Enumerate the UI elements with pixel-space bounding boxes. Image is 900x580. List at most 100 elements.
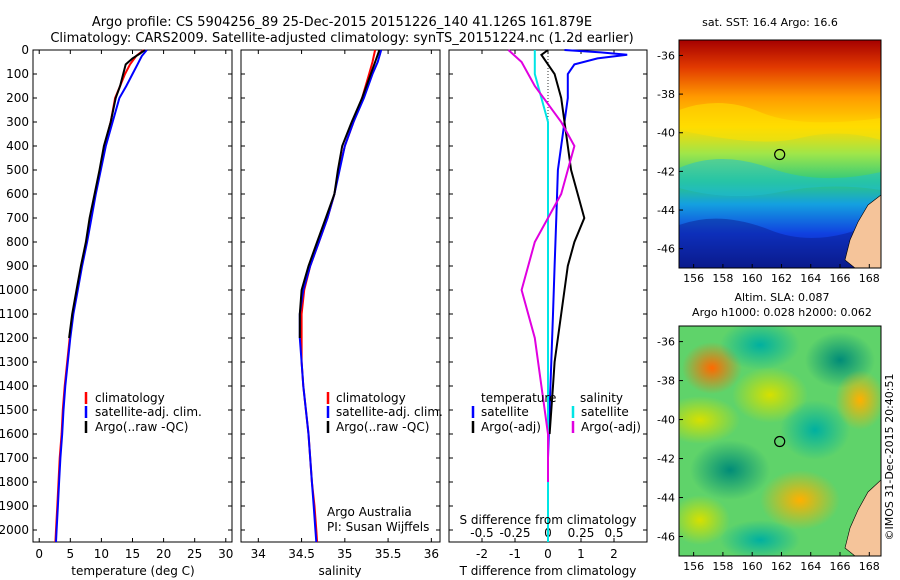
x-tick-label: 2 xyxy=(610,547,618,561)
sst-map-frame xyxy=(678,39,882,269)
map-x-tick-label: 156 xyxy=(683,560,704,573)
salinity-plot-frame xyxy=(240,49,441,543)
y-tick-label: 1600 xyxy=(0,427,29,441)
legend-s-satellite-label: satellite xyxy=(581,405,629,419)
imos-credit: ©IMOS 31-Dec-2015 20:40:51 xyxy=(883,374,896,541)
legend-argo-label: Argo(..raw -QC) xyxy=(95,420,188,434)
map-x-tick-label: 162 xyxy=(771,272,792,285)
s-tick-label: 0.5 xyxy=(604,526,623,540)
sla-map xyxy=(679,326,881,556)
y-tick-label: 100 xyxy=(6,67,29,81)
x-tick-label: 34.5 xyxy=(288,547,315,561)
pi-note: PI: Susan Wijffels xyxy=(327,520,429,534)
legend-t-satellite-label: satellite xyxy=(481,405,529,419)
y-tick-label: 900 xyxy=(6,259,29,273)
map-y-tick-label: -42 xyxy=(657,453,675,466)
differences-argo-adj--line xyxy=(507,49,576,482)
x-tick-label: -1 xyxy=(509,547,521,561)
differences-satellite-line xyxy=(547,49,628,542)
land-coastline xyxy=(844,479,881,556)
land-coastline xyxy=(844,194,881,268)
temperature-legend: climatology satellite-adj. clim. Argo(..… xyxy=(84,391,202,434)
x-tick-label: 20 xyxy=(156,547,171,561)
map-x-tick-label: 166 xyxy=(830,560,851,573)
x-tick-label: 25 xyxy=(187,547,202,561)
temperature-xlabel: temperature (deg C) xyxy=(71,564,194,578)
map-x-tick-label: 164 xyxy=(800,272,821,285)
map-y-tick-label: -44 xyxy=(657,204,675,217)
profile-location-marker xyxy=(774,148,786,161)
map-x-tick-label: 160 xyxy=(742,272,763,285)
map-x-tick-label: 158 xyxy=(712,272,733,285)
t-difference-xlabel: T difference from climatology xyxy=(459,564,637,578)
difference-legend: temperature salinity satellite Argo(-adj… xyxy=(471,391,641,434)
temperature-climatology-line xyxy=(54,49,145,543)
x-tick-label: 1 xyxy=(577,547,585,561)
profile-location-marker xyxy=(774,435,786,448)
y-tick-label: 1400 xyxy=(0,379,29,393)
sla-map-axes: 156 158 160 162 164 166 168 -36 -38 -40 -42 -44 -46 xyxy=(657,336,880,573)
legend-temperature-header: temperature xyxy=(481,391,556,405)
sla-map-title: Altim. SLA: 0.087 xyxy=(734,291,829,304)
y-tick-label: 1000 xyxy=(0,283,29,297)
temperature-satellite-adj-clim--line xyxy=(55,49,148,543)
map-y-tick-label: -36 xyxy=(657,49,675,62)
legend-t-argo-label: Argo(-adj) xyxy=(481,420,541,434)
salinity-argo-raw-qc--line xyxy=(298,49,381,338)
y-tick-label: 400 xyxy=(6,139,29,153)
salinity-climatology-line xyxy=(300,49,377,543)
map-x-tick-label: 166 xyxy=(830,272,851,285)
temperature-axes: 0100200300400500600700800900100011001200… xyxy=(0,43,233,561)
salinity-xlabel: salinity xyxy=(318,564,361,578)
sst-map-axes: 156 158 160 162 164 166 168 -36 -38 -40 -42 -44 -46 xyxy=(657,49,880,285)
differences-argo-adj--line xyxy=(540,49,586,435)
salinity-legend: climatology satellite-adj. clim. Argo(..… xyxy=(326,391,443,434)
temperature-plot-frame xyxy=(32,49,233,543)
x-tick-label: 36 xyxy=(424,547,439,561)
figure-title-line1: Argo profile: CS 5904256_89 25-Dec-2015 … xyxy=(92,15,592,30)
map-y-tick-label: -42 xyxy=(657,165,675,178)
salinity-satellite-adj-clim--line xyxy=(298,49,383,543)
s-tick-label: -0.5 xyxy=(470,526,493,540)
salinity-axes: 34 34.5 35 35.5 36 xyxy=(241,49,440,561)
map-x-tick-label: 162 xyxy=(771,560,792,573)
legend-climatology-label: climatology xyxy=(95,391,165,405)
map-y-tick-label: -40 xyxy=(657,414,675,427)
y-tick-label: 500 xyxy=(6,163,29,177)
x-tick-label: -2 xyxy=(476,547,488,561)
sst-map xyxy=(679,40,881,268)
legend-satellite-label: satellite-adj. clim. xyxy=(336,405,443,419)
x-tick-label: 35 xyxy=(337,547,352,561)
map-x-tick-label: 160 xyxy=(742,560,763,573)
sla-map-subtitle: Argo h1000: 0.028 h2000: 0.062 xyxy=(692,306,872,319)
map-y-tick-label: -46 xyxy=(657,243,675,256)
map-x-tick-label: 164 xyxy=(800,560,821,573)
map-y-tick-label: -38 xyxy=(657,88,675,101)
y-tick-label: 1800 xyxy=(0,475,29,489)
legend-salinity-header: salinity xyxy=(580,391,623,405)
map-y-tick-label: -40 xyxy=(657,127,675,140)
x-tick-label: 10 xyxy=(94,547,109,561)
map-y-tick-label: -38 xyxy=(657,375,675,388)
difference-axes: -2 -1 0 1 2-0.5 -0.25 0 0.25 0.5 xyxy=(449,49,647,561)
map-x-tick-label: 158 xyxy=(712,560,733,573)
y-tick-label: 200 xyxy=(6,91,29,105)
y-tick-label: 1300 xyxy=(0,355,29,369)
s-difference-xlabel: S difference from climatology xyxy=(460,513,637,527)
map-y-tick-label: -36 xyxy=(657,336,675,349)
map-x-tick-label: 168 xyxy=(859,272,880,285)
y-tick-label: 0 xyxy=(21,43,29,57)
x-tick-label: 0 xyxy=(544,547,552,561)
map-x-tick-label: 156 xyxy=(683,272,704,285)
sla-map-frame xyxy=(678,325,882,557)
x-tick-label: 15 xyxy=(125,547,140,561)
x-tick-label: 5 xyxy=(66,547,74,561)
y-tick-label: 300 xyxy=(6,115,29,129)
y-tick-label: 1500 xyxy=(0,403,29,417)
x-tick-label: 0 xyxy=(35,547,43,561)
legend-climatology-label: climatology xyxy=(336,391,406,405)
y-tick-label: 1200 xyxy=(0,331,29,345)
figure-title-line2: Climatology: CARS2009. Satellite-adjuste… xyxy=(50,31,633,46)
differences-satellite-line xyxy=(533,50,549,542)
legend-argo-label: Argo(..raw -QC) xyxy=(336,420,429,434)
